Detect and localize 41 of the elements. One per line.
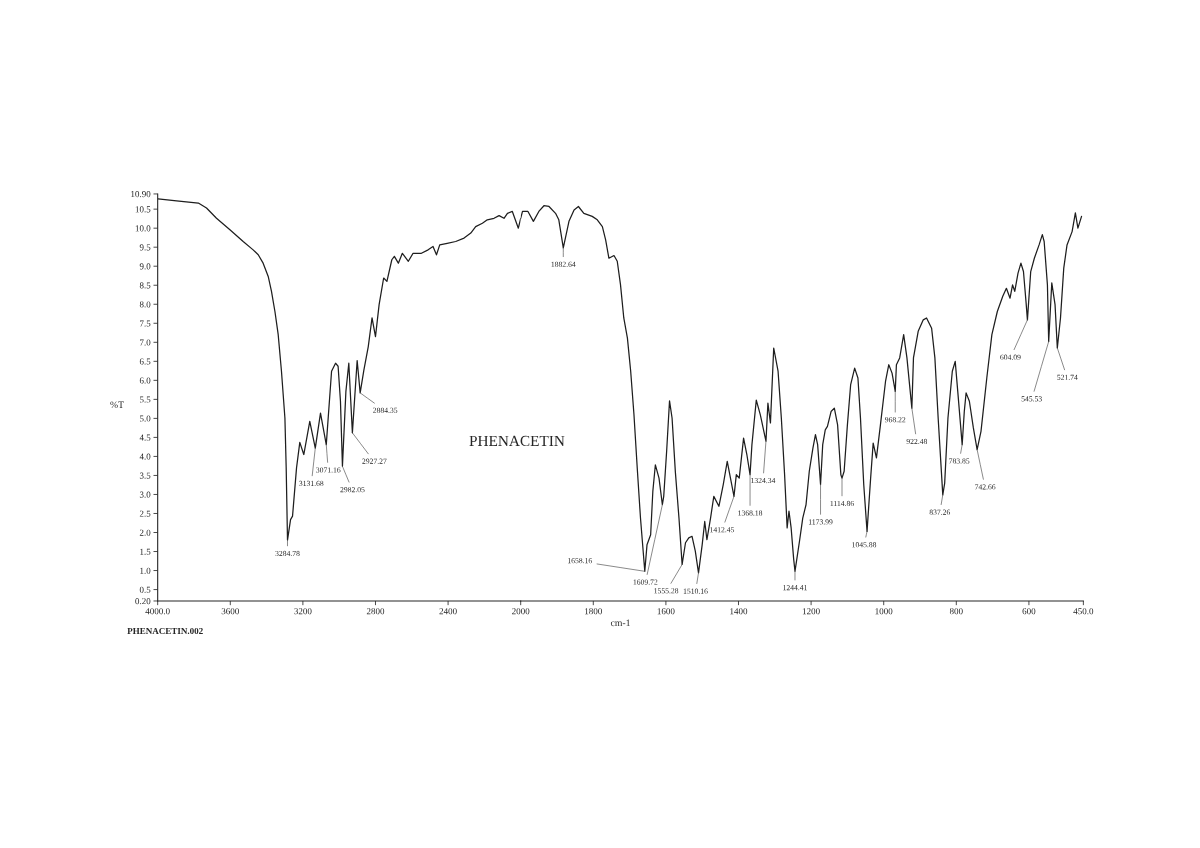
y-tick-label: 5.5 <box>139 396 151 403</box>
y-tick-label: 6.0 <box>139 377 151 384</box>
x-tick-label: 1600 <box>657 608 675 615</box>
y-tick-label: 7.5 <box>140 320 151 327</box>
x-tick-label: 2800 <box>366 608 385 615</box>
y-tick-label: 6.5 <box>139 358 151 365</box>
x-tick-label: 2400 <box>439 608 457 615</box>
y-tick-label: 1.5 <box>140 548 151 555</box>
x-tick-label: 2000 <box>512 608 530 615</box>
y-tick-label: 3.5 <box>139 472 151 479</box>
y-tick-label: 4.5 <box>139 434 151 441</box>
y-tick-label: 7.0 <box>140 339 151 346</box>
x-tick-label: 600 <box>1022 608 1036 615</box>
x-tick-label: 3200 <box>294 608 312 615</box>
y-tick-label: 1.0 <box>140 567 151 574</box>
y-axis-title: %T <box>110 401 124 409</box>
x-tick-label: 4000.0 <box>145 608 170 615</box>
x-tick-label: 3600 <box>221 608 239 615</box>
y-tick-label: 2.0 <box>139 529 151 536</box>
y-tick-label: 10.0 <box>135 225 151 232</box>
text: PHENACETIN.002 <box>127 627 203 635</box>
y-tick-label: 3.0 <box>139 491 151 498</box>
x-tick-label: 450.0 <box>1073 608 1094 615</box>
y-tick-label: 2.5 <box>139 510 151 517</box>
x-tick-label: 1800 <box>585 608 602 615</box>
x-axis-title: cm-1 <box>610 619 630 627</box>
y-tick-label: 8.0 <box>139 301 151 308</box>
y-tick-label: 8.5 <box>139 282 151 289</box>
y-tick-label: 0.5 <box>139 586 151 593</box>
x-tick-label: 1000 <box>875 608 893 615</box>
y-tick-label: 0.20 <box>135 598 151 605</box>
y-tick-label: 5.0 <box>139 415 151 422</box>
y-tick-label: 10.90 <box>131 191 151 198</box>
x-tick-label: 800 <box>949 608 963 615</box>
x-tick-label: 1400 <box>730 608 748 615</box>
y-tick-label: 9.5 <box>139 244 151 251</box>
y-tick-label: 10.5 <box>135 206 151 213</box>
text: PHENACETIN <box>469 435 565 447</box>
x-tick-label: 1200 <box>802 608 820 615</box>
y-tick-label: 4.0 <box>139 453 151 460</box>
y-tick-label: 9.0 <box>139 263 151 270</box>
